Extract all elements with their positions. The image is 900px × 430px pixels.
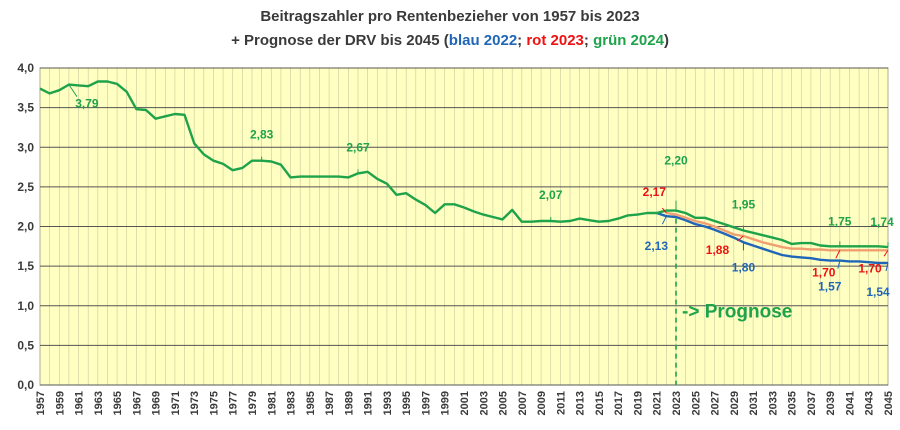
x-tick-label: 1975 [208, 391, 220, 415]
x-tick-label: 2011 [555, 391, 567, 415]
y-tick-label: 1,0 [17, 299, 34, 313]
x-tick-label: 1971 [170, 391, 182, 415]
data-label-leader [835, 250, 841, 259]
x-tick-label: 1979 [247, 391, 259, 415]
x-tick-label: 1967 [131, 391, 143, 415]
x-tick-label: 1977 [228, 391, 240, 415]
x-tick-label: 1985 [305, 391, 317, 415]
data-label: 1,95 [732, 197, 756, 211]
data-label: 1,88 [706, 243, 730, 257]
data-label: 1,70 [812, 265, 836, 279]
x-tick-label: 1997 [420, 391, 432, 415]
y-tick-label: 0,0 [17, 378, 34, 392]
x-tick-label: 1993 [382, 391, 394, 415]
data-label: 2,83 [250, 128, 274, 142]
x-tick-label: 1989 [343, 391, 355, 415]
x-tick-label: 1957 [35, 391, 47, 415]
x-tick-label: 2025 [690, 391, 702, 415]
subtitle-prefix: + Prognose der DRV bis 2045 ( [231, 32, 449, 49]
y-tick-label: 1,5 [17, 259, 34, 273]
y-tick-label: 4,0 [17, 61, 34, 75]
data-label: 1,54 [866, 285, 890, 299]
x-tick-label: 2003 [478, 391, 490, 415]
x-tick-label: 2015 [594, 391, 606, 415]
y-tick-label: 2,5 [17, 180, 34, 194]
data-label: 1,70 [858, 261, 882, 275]
series-line-forecast_2024 [675, 209, 889, 249]
chart-subtitle: + Prognose der DRV bis 2045 (blau 2022; … [0, 32, 900, 49]
x-tick-label: 2005 [498, 391, 510, 415]
y-tick-label: 3,0 [17, 140, 34, 154]
data-label-leader [661, 207, 667, 214]
x-tick-label: 2039 [825, 391, 837, 415]
x-tick-label: 2031 [748, 391, 760, 415]
x-tick-label: 2035 [787, 391, 799, 415]
chart-title: Beitragszahler pro Rentenbezieher von 19… [260, 8, 640, 25]
prognosis-label: -> Prognose [682, 302, 792, 323]
x-tick-label: 1963 [93, 391, 105, 415]
x-tick-label: 1995 [401, 391, 413, 415]
x-tick-label: 1987 [324, 391, 336, 415]
x-tick-label: 2045 [883, 391, 895, 415]
subtitle-red: rot 2023 [526, 32, 584, 49]
series-line-forecast_2023 [666, 211, 888, 252]
y-tick-label: 3,5 [17, 101, 34, 115]
x-tick-label: 2017 [613, 391, 625, 415]
x-tick-label: 1961 [74, 391, 86, 415]
data-label-leader [837, 260, 841, 269]
x-tick-label: 1965 [112, 391, 124, 415]
data-label-leader [737, 235, 744, 242]
subtitle-sep1: ; [517, 32, 527, 49]
x-tick-label: 2041 [844, 391, 856, 415]
y-tick-label: 2,0 [17, 220, 34, 234]
data-label: 1,74 [870, 215, 894, 229]
data-label-leader [885, 262, 889, 272]
x-tick-label: 1981 [266, 391, 278, 415]
data-label: 2,67 [346, 140, 370, 154]
data-label-leader [68, 84, 78, 97]
data-label: 1,57 [818, 280, 842, 294]
subtitle-sep2: ; [583, 32, 594, 49]
x-tick-label: 2021 [652, 391, 664, 415]
data-label: 2,20 [664, 154, 688, 168]
data-label: 1,75 [828, 214, 852, 228]
data-label-leader [883, 249, 889, 257]
x-tick-label: 2009 [536, 391, 548, 415]
data-label: 3,79 [75, 97, 99, 111]
x-tick-label: 1973 [189, 391, 201, 415]
data-label: 2,17 [643, 185, 667, 199]
x-tick-label: 1991 [363, 391, 375, 415]
subtitle-green: grün 2024 [593, 32, 664, 49]
x-tick-label: 2027 [710, 391, 722, 415]
data-label: 2,13 [645, 239, 669, 253]
x-tick-label: 2019 [632, 391, 644, 415]
x-tick-label: 2023 [671, 391, 683, 415]
x-tick-label: 1959 [54, 391, 66, 415]
data-label-leader [661, 215, 667, 225]
x-tick-label: 1983 [286, 391, 298, 415]
x-tick-label: 2029 [729, 391, 741, 415]
x-tick-label: 2001 [459, 391, 471, 415]
series-line-forecast_2022 [656, 211, 888, 265]
x-tick-label: 1999 [440, 391, 452, 415]
subtitle-blue: blau 2022 [448, 32, 518, 49]
subtitle-suffix: ) [663, 32, 669, 49]
x-tick-label: 2007 [517, 391, 529, 415]
data-label: 2,07 [539, 188, 563, 202]
y-tick-label: 0,5 [17, 338, 34, 352]
x-tick-label: 1969 [151, 391, 163, 415]
x-tick-label: 2013 [575, 391, 587, 415]
x-tick-label: 2043 [864, 391, 876, 415]
x-tick-label: 2033 [767, 391, 779, 415]
x-tick-label: 2037 [806, 391, 818, 415]
data-label: 1,80 [732, 260, 756, 274]
